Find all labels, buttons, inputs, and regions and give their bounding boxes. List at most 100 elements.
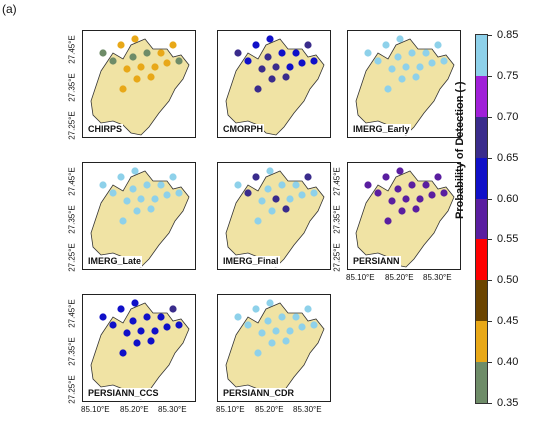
station-point <box>129 185 137 193</box>
station-point <box>117 173 125 181</box>
station-point <box>119 217 127 225</box>
basin-map <box>90 167 190 268</box>
panel-name: PERSIANN <box>352 256 401 267</box>
station-point <box>434 41 442 49</box>
station-point <box>298 59 306 67</box>
panel-name: CHIRPS <box>87 124 124 135</box>
station-point <box>169 305 177 313</box>
station-point <box>384 217 392 225</box>
station-point <box>157 49 165 57</box>
basin-map <box>90 299 190 400</box>
basin-map <box>355 167 455 268</box>
station-point <box>252 305 260 313</box>
station-point <box>422 181 430 189</box>
colorbar-segment <box>476 321 487 363</box>
panel-name: IMERG_Late <box>87 256 143 267</box>
station-point <box>268 207 276 215</box>
station-point <box>143 313 151 321</box>
colorbar-segment <box>476 198 487 240</box>
station-point <box>264 185 272 193</box>
station-point <box>374 189 382 197</box>
station-point <box>252 41 260 49</box>
station-point <box>99 181 107 189</box>
station-point <box>310 321 318 329</box>
station-point <box>408 181 416 189</box>
station-point <box>119 349 127 357</box>
y-tick-label: 27.35°E <box>67 73 77 102</box>
y-tick-label: 27.45°E <box>67 299 77 328</box>
station-point <box>304 173 312 181</box>
station-point <box>388 65 396 73</box>
station-point <box>258 65 266 73</box>
station-point <box>151 327 159 335</box>
station-point <box>129 317 137 325</box>
station-point <box>286 63 294 71</box>
station-point <box>298 191 306 199</box>
basin-map <box>90 35 190 136</box>
station-point <box>133 207 141 215</box>
colorbar-tick-mark <box>488 239 492 241</box>
station-point <box>109 57 117 65</box>
basin-map <box>225 35 325 136</box>
colorbar-segment <box>476 362 487 404</box>
station-point <box>408 49 416 57</box>
station-point <box>416 63 424 71</box>
station-point <box>272 195 280 203</box>
station-point <box>123 197 131 205</box>
colorbar-tick-label: 0.75 <box>497 69 519 82</box>
station-point <box>398 75 406 83</box>
x-tick-label: 85.20°E <box>255 405 284 414</box>
station-point <box>388 197 396 205</box>
station-point <box>264 53 272 61</box>
y-tick-label: 27.45°E <box>67 167 77 196</box>
station-point <box>266 299 274 307</box>
colorbar-tick-mark <box>488 75 492 77</box>
station-point <box>398 207 406 215</box>
colorbar <box>475 34 488 404</box>
station-point <box>266 35 274 43</box>
station-point <box>252 173 260 181</box>
station-point <box>282 73 290 81</box>
map-panel: PERSIANN <box>347 162 461 270</box>
station-point <box>175 57 183 65</box>
station-point <box>374 57 382 65</box>
y-tick-label: 27.25°E <box>67 375 77 404</box>
station-point <box>382 173 390 181</box>
colorbar-segment <box>476 75 487 118</box>
station-point <box>151 195 159 203</box>
x-tick-label: 85.30°E <box>293 405 322 414</box>
station-point <box>292 181 300 189</box>
colorbar-tick-mark <box>488 157 492 159</box>
station-point <box>119 85 127 93</box>
station-point <box>266 167 274 175</box>
station-point <box>157 181 165 189</box>
colorbar-segment <box>476 157 487 200</box>
station-point <box>416 195 424 203</box>
station-point <box>364 49 372 57</box>
station-point <box>117 41 125 49</box>
station-point <box>131 35 139 43</box>
panel-name: IMERG_Final <box>222 256 280 267</box>
station-point <box>258 329 266 337</box>
x-tick-label: 85.30°E <box>423 273 452 282</box>
station-point <box>310 57 318 65</box>
station-point <box>175 189 183 197</box>
colorbar-segment <box>476 116 487 159</box>
station-point <box>163 323 171 331</box>
station-point <box>244 321 252 329</box>
y-tick-label: 27.45°E <box>67 35 77 64</box>
station-point <box>428 59 436 67</box>
panel-name: PERSIANN_CDR <box>222 388 296 399</box>
colorbar-tick-mark <box>488 116 492 118</box>
station-point <box>286 327 294 335</box>
colorbar-tick-mark <box>488 35 492 36</box>
colorbar-tick-label: 0.85 <box>497 29 519 41</box>
station-point <box>109 321 117 329</box>
station-point <box>402 63 410 71</box>
station-point <box>268 75 276 83</box>
panel-name: PERSIANN_CCS <box>87 388 160 399</box>
station-point <box>434 173 442 181</box>
station-point <box>278 181 286 189</box>
colorbar-segment <box>476 280 487 322</box>
station-point <box>254 217 262 225</box>
